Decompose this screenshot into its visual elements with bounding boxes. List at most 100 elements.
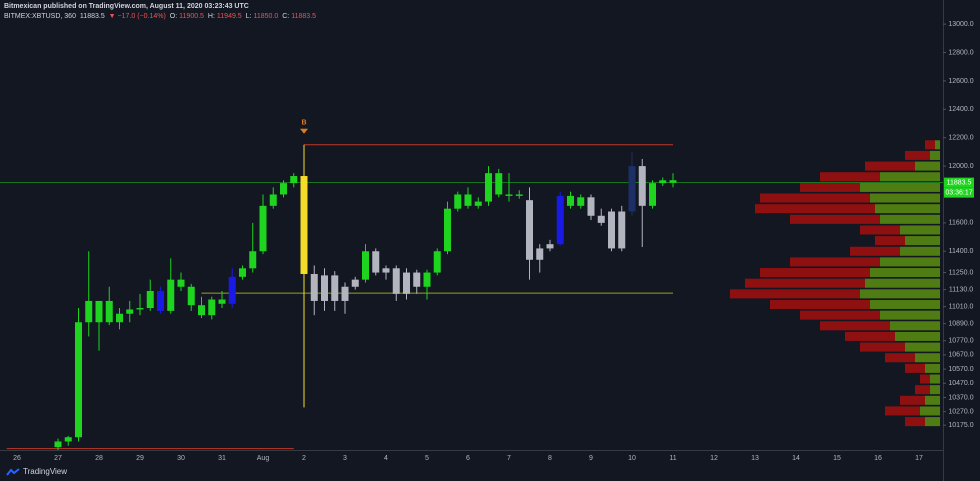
candle-body — [218, 299, 226, 304]
x-tick-label: 11 — [669, 455, 676, 462]
candle-body — [228, 276, 236, 304]
candle-body — [454, 194, 462, 209]
profile-sell — [900, 395, 925, 405]
footer-text: TradingView — [23, 467, 68, 476]
x-tick-label: 9 — [589, 455, 593, 462]
profile-sell — [860, 342, 905, 352]
profile-buy — [870, 193, 940, 203]
profile-buy — [935, 140, 940, 150]
profile-buy — [875, 204, 940, 214]
candle-body — [136, 308, 144, 310]
high-label: H: — [207, 13, 215, 20]
candle-body — [167, 279, 175, 311]
candle-body — [249, 251, 257, 269]
profile-sell — [905, 417, 925, 427]
open-label: O: — [169, 13, 178, 20]
candle-body — [321, 275, 328, 301]
candle-body — [54, 441, 62, 448]
candle-body — [433, 251, 441, 273]
y-tick-label: 11250.0 — [949, 269, 974, 276]
candle-body — [505, 194, 513, 196]
candle-body — [157, 291, 164, 311]
candle-body — [444, 208, 451, 252]
x-tick-label: 27 — [54, 455, 62, 462]
x-tick-label: 10 — [628, 455, 636, 462]
profile-buy — [915, 353, 940, 363]
close-label: C: — [282, 13, 290, 20]
candle-body — [577, 197, 585, 206]
x-tick-label: Aug — [257, 455, 270, 462]
candle-body — [300, 176, 308, 274]
x-tick-label: 29 — [136, 455, 144, 462]
x-tick-label: 5 — [425, 455, 429, 462]
x-tick-label: 28 — [95, 455, 103, 462]
profile-sell — [850, 246, 900, 256]
candle-body — [362, 251, 369, 280]
candle-body — [259, 205, 267, 252]
close-value: 11883.5 — [291, 13, 317, 20]
x-tick-label: 26 — [13, 455, 21, 462]
y-tick-label: 10670.0 — [948, 352, 973, 359]
y-tick-label: 11600.0 — [949, 220, 974, 227]
candle-body — [341, 286, 349, 301]
profile-buy — [895, 331, 940, 341]
profile-sell — [915, 385, 930, 395]
high-value: 11949.5 — [216, 13, 242, 20]
candle-body — [146, 291, 154, 309]
candle-body — [556, 195, 564, 245]
x-tick-label: 12 — [710, 455, 718, 462]
candle-body — [290, 176, 298, 184]
candle-body — [310, 273, 318, 301]
y-tick-label: 10470.0 — [948, 380, 973, 387]
profile-sell — [820, 321, 890, 331]
profile-sell — [800, 310, 880, 320]
header-title: Bitmexican published on TradingView.com,… — [4, 3, 249, 10]
symbol: BITMEX:XBTUSD, 360 — [4, 13, 76, 20]
profile-sell — [920, 374, 930, 384]
candle-body — [85, 300, 93, 323]
candle-body — [331, 275, 339, 301]
x-tick-label: 15 — [833, 455, 841, 462]
candle-body — [95, 300, 103, 323]
y-tick-label: 12800.0 — [948, 49, 973, 56]
footer: TradingView — [6, 467, 67, 476]
y-tick-label: 11130.0 — [949, 286, 973, 293]
profile-buy — [880, 310, 940, 320]
profile-buy — [930, 385, 940, 395]
y-tick-label: 10370.0 — [948, 394, 973, 401]
candle-body — [659, 180, 667, 184]
candle-body — [649, 183, 656, 206]
profile-sell — [845, 331, 895, 341]
profile-sell — [860, 225, 900, 235]
y-tick-label: 12000.0 — [948, 163, 973, 170]
candle-body — [618, 211, 626, 249]
y-tick-label: 10570.0 — [948, 366, 973, 373]
y-tick-label: 10770.0 — [948, 338, 973, 345]
countdown: 03:36:17 — [945, 189, 972, 196]
profile-sell — [755, 204, 875, 214]
candle-body — [198, 305, 205, 316]
x-tick-label: 7 — [507, 455, 511, 462]
candle-body — [495, 173, 503, 195]
candle-body — [351, 279, 359, 287]
price-label: 11883.5 — [947, 179, 972, 186]
profile-buy — [880, 214, 940, 224]
profile-buy — [860, 289, 940, 299]
y-tick-label: 13000.0 — [948, 21, 973, 28]
candle-body — [64, 437, 72, 442]
profile-sell — [925, 140, 935, 150]
profile-buy — [905, 342, 940, 352]
y-tick-label: 12400.0 — [948, 106, 973, 113]
profile-sell — [820, 172, 880, 182]
candle-body — [474, 201, 482, 206]
profile-sell — [790, 214, 880, 224]
profile-buy — [905, 236, 940, 246]
x-tick-label: 30 — [177, 455, 185, 462]
candle-body — [464, 194, 472, 206]
candle-body — [280, 183, 287, 195]
profile-buy — [880, 257, 940, 267]
profile-sell — [875, 236, 905, 246]
candle-body — [628, 166, 636, 212]
x-tick-label: 31 — [218, 455, 226, 462]
